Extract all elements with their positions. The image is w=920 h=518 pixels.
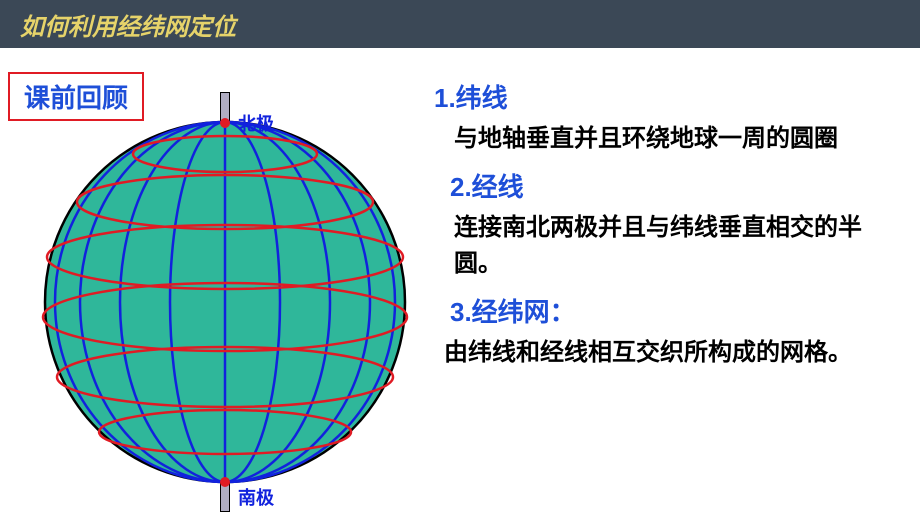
south-pole-label: 南极 [238,484,274,510]
text-longitude: 连接南北两极并且与纬线垂直相交的半圆。 [454,210,904,282]
globe-svg [35,92,415,512]
globe-diagram: 北极 南极 [35,92,415,512]
page-header: 如何利用经纬网定位 [0,0,920,48]
heading-latitude: 1.纬线 [434,78,904,115]
text-grid: 由纬线和经线相互交织所构成的网格。 [444,335,904,371]
header-title: 如何利用经纬网定位 [20,7,236,42]
north-pole-label: 北极 [238,110,274,136]
content-column: 1.纬线 与地轴垂直并且环绕地球一周的圆圈 2.经线 连接南北两极并且与纬线垂直… [434,72,904,381]
north-pole-dot [220,118,230,128]
heading-grid: 3.经纬网： [450,292,904,329]
south-pole-dot [220,477,230,487]
text-latitude: 与地轴垂直并且环绕地球一周的圆圈 [454,121,904,157]
heading-longitude: 2.经线 [450,167,904,204]
